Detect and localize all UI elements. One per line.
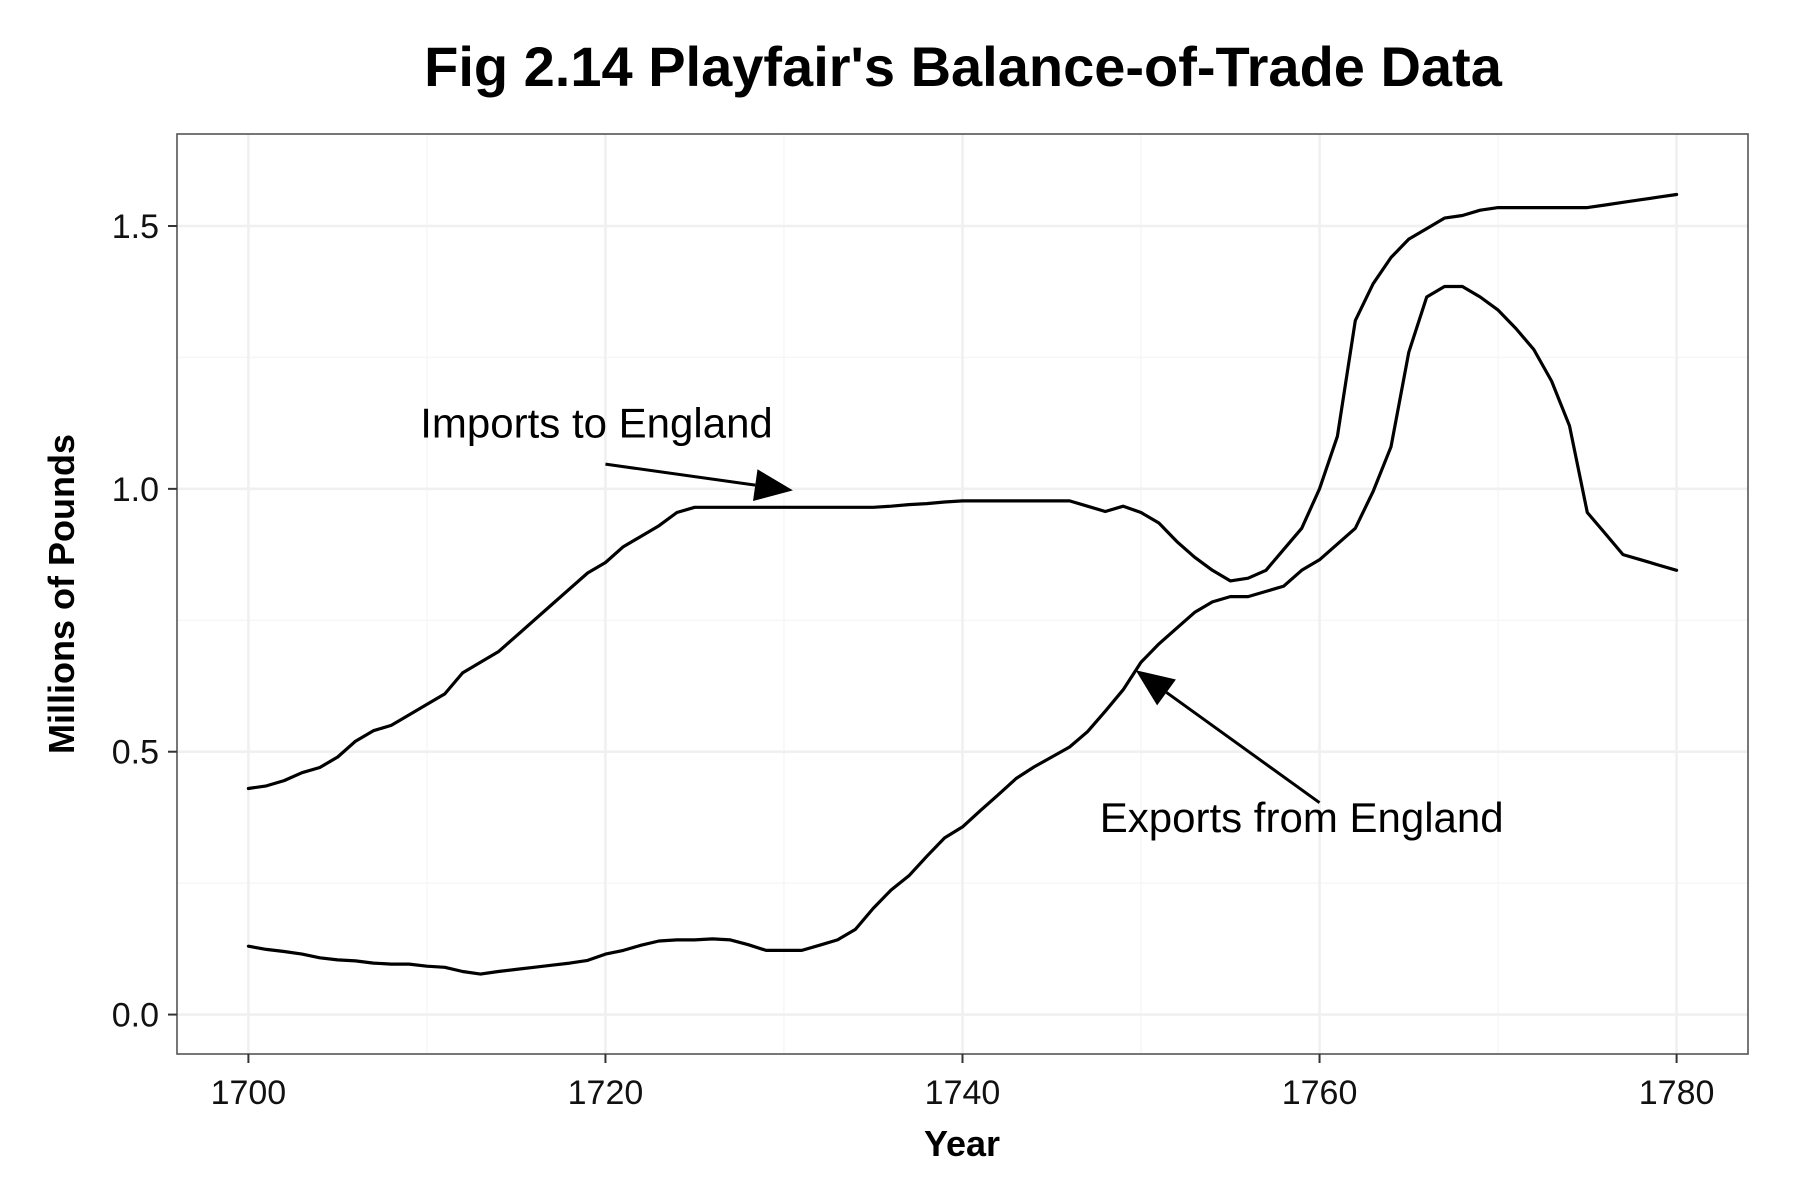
y-tick-label: 0.0 [112,997,159,1035]
x-axis-title: Year [924,1123,1000,1164]
y-tick-label: 0.5 [112,734,159,772]
x-axis: 1700 1720 1740 1760 1780 [211,1054,1715,1112]
series-line-2 [246,284,1679,976]
annotation-arrow-head-2 [1135,670,1176,706]
x-tick-label: 1780 [1639,1074,1715,1112]
grid-lines [177,134,1748,1054]
annotations: Imports to England Exports from England [420,399,1503,841]
chart-title: Fig 2.14 Playfair's Balance-of-Trade Dat… [424,35,1503,98]
x-tick-label: 1720 [568,1074,644,1112]
annotation-label-1: Imports to England [420,399,773,446]
annotation-arrow-shaft-2 [1165,691,1321,804]
series-lines [246,192,1679,976]
y-tick-label: 1.5 [112,208,159,246]
annotation-arrow-head-1 [753,469,793,501]
x-tick-label: 1740 [925,1074,1001,1112]
annotation-label-2: Exports from England [1100,794,1504,841]
y-tick-label: 1.0 [112,471,159,509]
x-tick-label: 1760 [1282,1074,1358,1112]
y-axis-title: Millions of Pounds [41,434,82,754]
series-line-1 [246,192,1679,791]
annotation-arrow-shaft-1 [605,462,756,487]
y-axis: 0.0 0.5 1.0 1.5 [112,208,177,1035]
x-tick-label: 1700 [211,1074,287,1112]
